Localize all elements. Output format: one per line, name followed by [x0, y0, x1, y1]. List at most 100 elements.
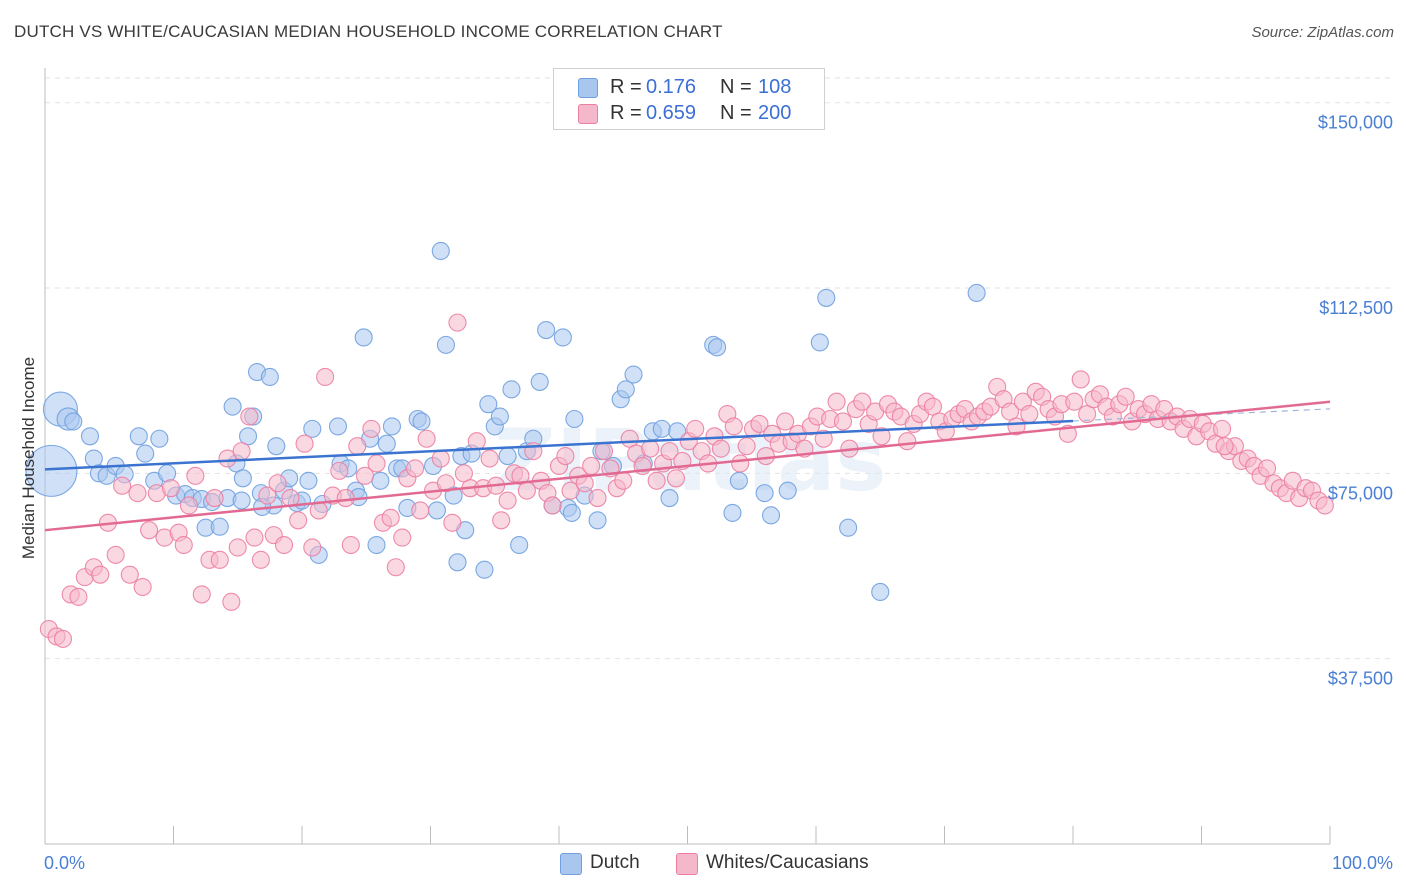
legend-swatch-dutch — [578, 78, 598, 98]
dutch-point — [80, 427, 100, 446]
whites-point — [731, 454, 750, 473]
dutch-point — [660, 489, 679, 508]
dutch-point — [233, 469, 252, 488]
dutch-point — [967, 283, 986, 303]
whites-point — [776, 412, 795, 431]
dutch-point — [427, 501, 446, 520]
whites-point — [561, 481, 580, 500]
whites-point — [498, 491, 517, 510]
whites-point — [480, 449, 499, 468]
whites-point — [381, 508, 400, 527]
whites-point — [417, 429, 436, 448]
dutch-point — [260, 367, 279, 387]
whites-point — [367, 454, 386, 473]
whites-point — [120, 565, 139, 584]
whites-point — [737, 437, 756, 456]
whites-point — [386, 558, 405, 577]
whites-point — [205, 489, 224, 508]
whites-point — [588, 489, 607, 508]
whites-point — [289, 511, 308, 530]
whites-point — [492, 511, 511, 530]
whites-point — [1065, 392, 1084, 411]
series-whites-points — [39, 313, 1334, 648]
dutch-point — [448, 553, 467, 572]
chart-title: DUTCH VS WHITE/CAUCASIAN MEDIAN HOUSEHOL… — [14, 22, 723, 41]
whites-point — [268, 474, 287, 493]
legend-r-value: 0.176 — [646, 76, 697, 98]
whites-point — [258, 486, 277, 505]
dutch-point — [708, 338, 727, 357]
dutch-point — [624, 365, 643, 384]
whites-point — [724, 417, 743, 436]
whites-point — [348, 437, 367, 456]
x-tick-labels: 0.0% 100.0% — [44, 853, 1393, 873]
trend-line-whites — [44, 400, 1331, 532]
whites-point — [133, 577, 152, 597]
dutch-point — [810, 333, 829, 352]
dutch-point — [490, 407, 509, 426]
y-tick-labels: $37,500 $75,000 $112,500 $150,000 — [1318, 113, 1393, 689]
whites-point — [814, 429, 833, 448]
y-axis-label: Median Household Income — [19, 357, 38, 559]
whites-point — [179, 496, 198, 515]
dutch-point — [871, 582, 890, 602]
whites-point — [827, 392, 846, 411]
whites-point — [1116, 387, 1135, 406]
trend-line-dutch-extension — [1072, 408, 1331, 422]
whites-point — [406, 459, 425, 478]
dutch-point — [129, 427, 148, 446]
whites-point — [1315, 496, 1334, 515]
whites-point — [222, 592, 241, 611]
whites-point — [174, 535, 193, 555]
whites-point — [1020, 405, 1039, 424]
dutch-point — [64, 412, 83, 431]
whites-point — [362, 419, 381, 438]
dutch-point — [652, 419, 671, 438]
whites-point — [872, 427, 891, 446]
whites-point — [1213, 419, 1232, 438]
whites-point — [192, 585, 211, 604]
whites-point — [666, 469, 685, 488]
whites-point — [756, 447, 775, 466]
whites-point — [295, 434, 314, 453]
stats-legend: R = 0.176 N = 108 R = 0.659 N = 200 — [553, 68, 825, 130]
legend-row-dutch: R = 0.176 N = 108 — [554, 75, 824, 101]
whites-point — [431, 449, 450, 468]
whites-point — [711, 439, 730, 458]
trend-line-dutch — [44, 419, 1074, 471]
bottom-legend-swatch-whites — [676, 853, 698, 875]
whites-point — [853, 392, 872, 411]
legend-r-label: R = — [610, 76, 642, 98]
dutch-point — [303, 419, 322, 438]
whites-point — [341, 535, 360, 555]
whites-point — [330, 461, 349, 480]
dutch-point — [530, 372, 549, 391]
dutch-point — [479, 395, 498, 414]
whites-point — [1215, 437, 1234, 456]
dutch-point — [354, 328, 373, 347]
dutch-point — [377, 434, 396, 453]
dutch-point — [510, 535, 529, 555]
dutch-point — [537, 320, 556, 340]
dutch-point — [616, 380, 635, 399]
whites-point — [210, 550, 229, 569]
dutch-point — [223, 397, 242, 416]
whites-point — [517, 481, 536, 500]
y-tick-label: $37,500 — [1328, 669, 1393, 689]
dutch-point — [498, 447, 517, 466]
whites-point — [833, 412, 853, 431]
whites-point — [303, 538, 322, 557]
dutch-point — [502, 380, 521, 399]
whites-point — [594, 442, 614, 461]
dutch-point — [755, 484, 774, 503]
dutch-point — [729, 471, 748, 490]
dutch-point — [817, 288, 836, 307]
whites-point — [274, 535, 294, 555]
dutch-point — [158, 464, 177, 483]
bottom-legend-swatch-dutch — [560, 853, 582, 875]
dutch-point — [761, 506, 781, 525]
whites-point — [660, 442, 679, 461]
dutch-point — [562, 503, 581, 522]
dutch-point — [475, 560, 494, 579]
